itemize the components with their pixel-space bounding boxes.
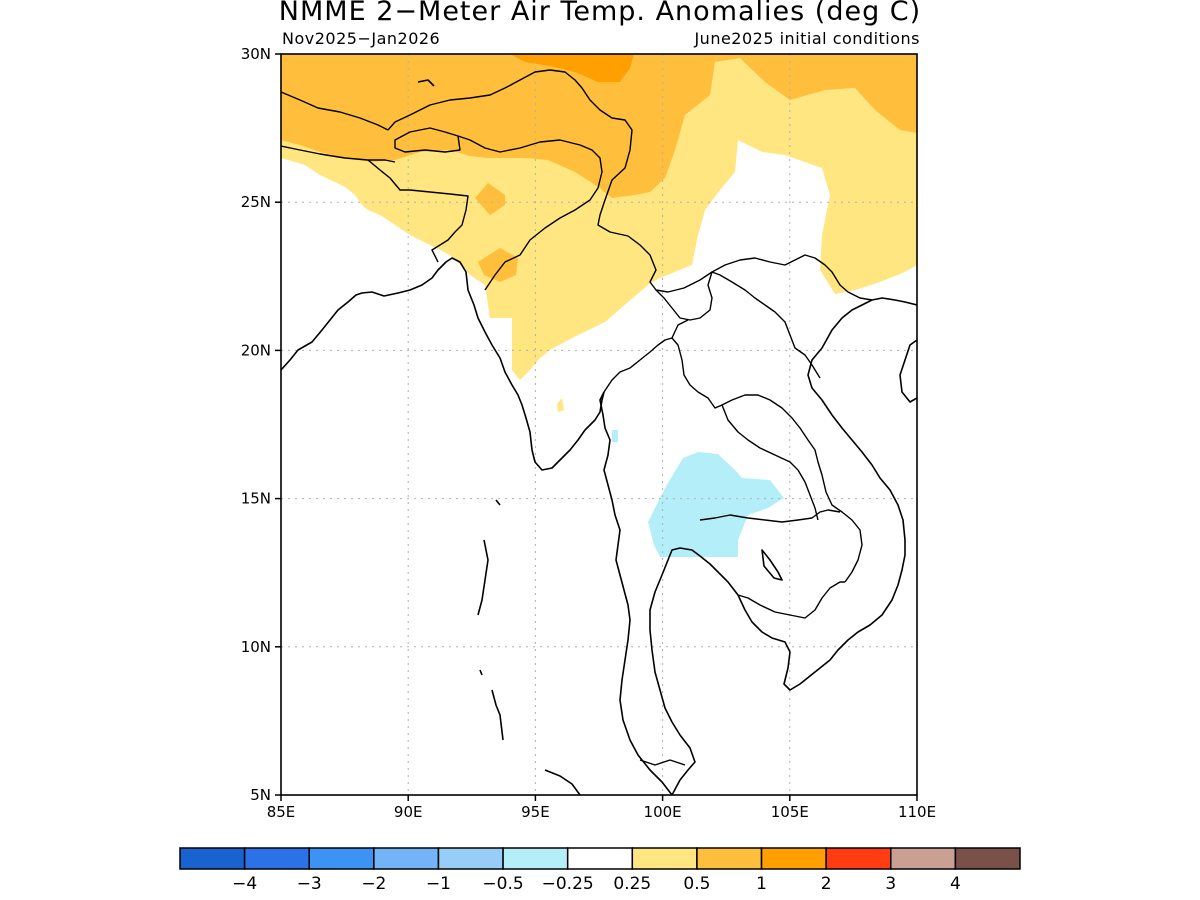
colorbar-swatch bbox=[243, 847, 310, 870]
axis-ticks bbox=[275, 53, 918, 801]
colorbar-label: −4 bbox=[232, 874, 257, 894]
coastline-lake bbox=[761, 549, 783, 581]
colorbar-label: 3 bbox=[885, 874, 896, 894]
colorbar-label: −0.25 bbox=[542, 874, 594, 894]
colorbar-label: 1 bbox=[756, 874, 767, 894]
anomaly-zone-1-2 bbox=[510, 54, 634, 82]
colorbar-swatch bbox=[308, 847, 375, 870]
border-cambodia-vietnam bbox=[737, 581, 845, 619]
border-myanmar-india bbox=[457, 135, 603, 291]
anomaly-blob-3 bbox=[557, 398, 564, 412]
colorbar-swatch bbox=[760, 847, 827, 870]
border-malaysia bbox=[639, 759, 686, 766]
lat-tick-label: 25N bbox=[241, 193, 271, 211]
border-india-nepal-south bbox=[281, 145, 396, 163]
border-india-tibet bbox=[387, 69, 713, 293]
colorbar-swatch bbox=[825, 847, 892, 870]
forecast-period: Nov2025−Jan2026 bbox=[282, 29, 441, 48]
colorbar-label: −3 bbox=[297, 874, 322, 894]
coastline-tibet-top bbox=[417, 79, 581, 795]
colorbar-swatch bbox=[179, 847, 246, 870]
lat-tick-label: 5N bbox=[250, 786, 271, 804]
coastline-andaman bbox=[477, 499, 504, 741]
lon-tick-label: 100E bbox=[644, 803, 682, 821]
lon-tick-label: 90E bbox=[394, 803, 423, 821]
lat-tick-label: 10N bbox=[241, 638, 271, 656]
map-frame bbox=[280, 53, 918, 796]
lat-tick-label: 30N bbox=[241, 45, 271, 63]
colorbar-swatch bbox=[437, 847, 504, 870]
colorbar: −4 −3 −2 −1 −0.5 −0.25 0.25 0.5 1 2 3 4 bbox=[179, 847, 1021, 894]
borders bbox=[281, 69, 873, 766]
colorbar-swatch bbox=[373, 847, 440, 870]
colorbar-swatch bbox=[631, 847, 698, 870]
border-vietnam-china bbox=[711, 254, 873, 301]
border-thailand-cambodia bbox=[699, 509, 841, 523]
colorbar-label: 0.25 bbox=[613, 874, 651, 894]
anomaly-zone-neg-0.25 bbox=[648, 452, 784, 557]
lon-tick-label: 85E bbox=[267, 803, 296, 821]
lon-tick-label: 105E bbox=[771, 803, 809, 821]
lat-tick-label: 20N bbox=[241, 341, 271, 359]
coastline-hainan-area bbox=[899, 339, 917, 403]
map-title: NMME 2−Meter Air Temp. Anomalies (deg C) bbox=[278, 0, 922, 27]
border-bangladesh bbox=[367, 159, 469, 263]
initial-conditions: June2025 initial conditions bbox=[694, 29, 920, 48]
colorbar-swatch bbox=[954, 847, 1021, 870]
colorbar-swatch bbox=[890, 847, 957, 870]
lat-tick-label: 15N bbox=[241, 490, 271, 508]
coastline-peninsula-east bbox=[649, 297, 917, 795]
colorbar-label: −1 bbox=[426, 874, 451, 894]
border-bhutan bbox=[394, 127, 461, 153]
border-thailand-laos bbox=[671, 319, 819, 521]
colorbar-swatch bbox=[696, 847, 763, 870]
colorbar-label: 4 bbox=[950, 874, 961, 894]
anomaly-zone-0.5-1 bbox=[281, 54, 917, 198]
anomaly-blob-1 bbox=[475, 183, 505, 215]
colorbar-label: −0.5 bbox=[482, 874, 523, 894]
border-laos-north bbox=[655, 271, 821, 379]
coastlines bbox=[281, 79, 917, 795]
lon-tick-label: 110E bbox=[898, 803, 936, 821]
colorbar-label: 2 bbox=[821, 874, 832, 894]
colorbar-label: −2 bbox=[361, 874, 386, 894]
anomaly-blob-2 bbox=[478, 248, 518, 282]
border-myanmar-thailand bbox=[603, 337, 863, 583]
anomaly-zone-neg-small bbox=[612, 430, 618, 442]
colorbar-label: 0.5 bbox=[683, 874, 710, 894]
coastline-peninsula-west bbox=[599, 391, 673, 795]
lon-tick-label: 95E bbox=[521, 803, 550, 821]
colorbar-swatch bbox=[502, 847, 569, 870]
border-nepal bbox=[281, 91, 389, 131]
coastline-india-bangladesh bbox=[281, 257, 605, 471]
gridlines bbox=[281, 54, 917, 795]
colorbar-swatch bbox=[566, 847, 634, 870]
anomaly-shading bbox=[281, 54, 917, 557]
